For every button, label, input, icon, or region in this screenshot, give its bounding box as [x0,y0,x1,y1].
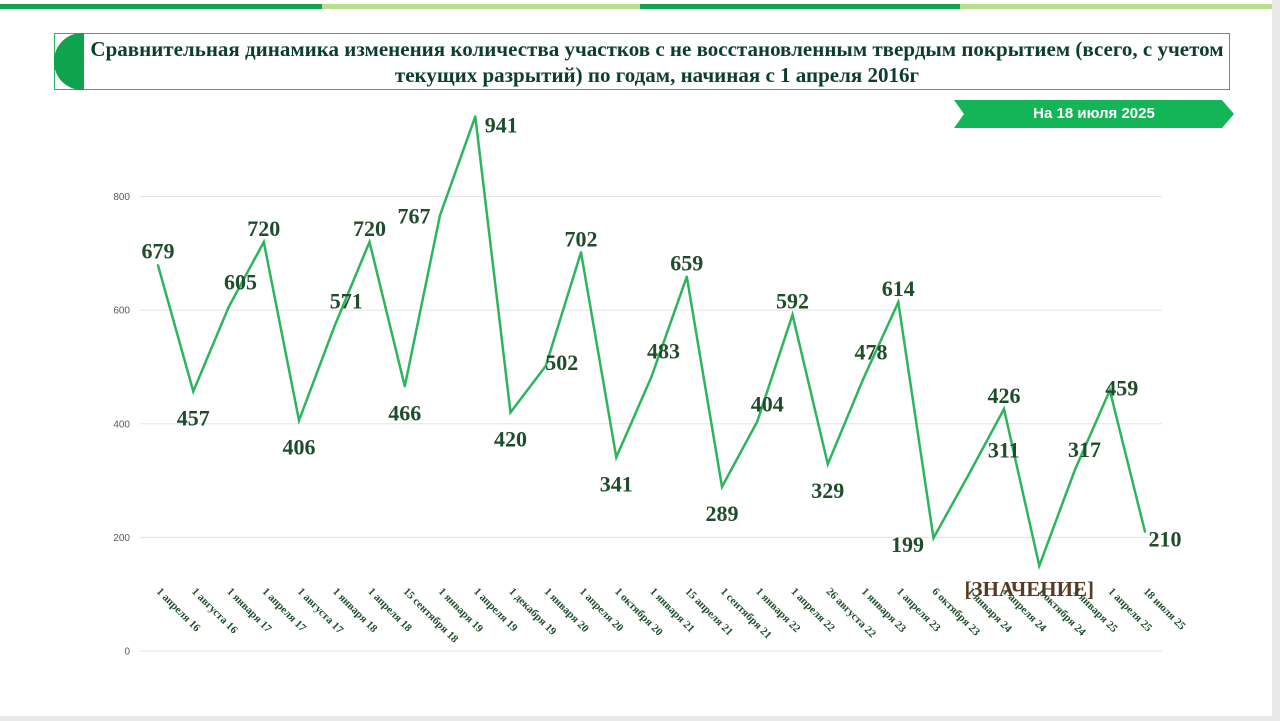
data-point [262,240,265,244]
y-tick-label: 800 [113,192,130,203]
y-tick-label: 400 [113,419,130,430]
data-label: 502 [545,350,578,375]
data-label: 459 [1105,375,1138,400]
data-point [932,536,935,540]
data-point [333,325,336,328]
data-label: 614 [882,276,915,301]
data-point [756,420,759,423]
data-point [1002,407,1006,411]
top-stripe-2 [322,4,640,9]
data-label: 341 [600,471,633,496]
top-stripe-1 [0,4,322,9]
data-label: 571 [330,289,363,314]
data-point [685,275,688,278]
date-badge-arrow-shape [954,100,1234,128]
data-point [156,264,160,267]
data-point [826,462,829,466]
date-badge-text: На 18 июля 2025 [1033,105,1155,122]
data-point [791,313,794,316]
data-point [967,473,970,476]
data-point [1108,389,1111,392]
data-label: 457 [177,405,210,430]
data-point [227,306,230,309]
data-point [192,390,195,393]
data-point [720,485,724,489]
data-label: 406 [283,434,316,459]
data-point [650,375,653,378]
y-tick-label: 600 [113,306,130,317]
data-label: 720 [353,216,386,241]
data-label: 720 [247,216,280,241]
top-stripe-4 [960,4,1272,9]
y-tick-label: 200 [113,533,130,544]
data-point [615,456,618,459]
data-point [579,251,583,254]
data-label: [ЗНАЧЕНИЕ] [965,577,1094,601]
data-label: 426 [988,383,1021,408]
date-badge: На 18 июля 2025 [954,100,1234,128]
data-label: 199 [891,532,924,557]
y-axis-ticks: 0 200 400 600 800 [113,192,130,657]
data-point [897,301,900,304]
data-point [1143,530,1147,533]
data-point [544,364,547,368]
data-label: 679 [142,238,175,263]
data-label: 289 [706,501,739,526]
data-label: 605 [224,269,257,294]
data-point [438,214,442,217]
data-point [861,378,865,381]
data-label: 941 [485,113,518,138]
data-label: 702 [565,226,598,251]
title-box [54,33,1230,90]
data-point [474,115,477,118]
data-point [1038,564,1041,567]
grid-lines [140,196,1162,652]
data-label: 478 [855,339,888,364]
data-label: 404 [751,392,784,417]
top-stripe-3 [640,4,960,9]
data-point [403,385,406,388]
data-point [368,240,371,244]
data-label: 767 [398,203,431,228]
data-labels: 679 457 605 720 406 571 720 466 767 941 420 502 702 3… [142,113,1182,601]
y-tick-label: 0 [124,647,130,658]
data-label: 311 [988,437,1020,462]
data-point [1073,469,1076,473]
data-label: 466 [388,400,421,425]
data-label: 329 [811,478,844,503]
data-label: 317 [1068,437,1101,462]
data-label: 483 [647,339,680,364]
series-line [156,115,1147,571]
chart-title: Сравнительная динамика изменения количес… [90,37,1224,87]
data-label: 659 [670,251,703,276]
data-point [297,419,301,422]
data-label: 210 [1149,527,1182,552]
data-label: 592 [776,289,809,314]
data-point [509,411,512,414]
data-label: 420 [494,426,527,451]
